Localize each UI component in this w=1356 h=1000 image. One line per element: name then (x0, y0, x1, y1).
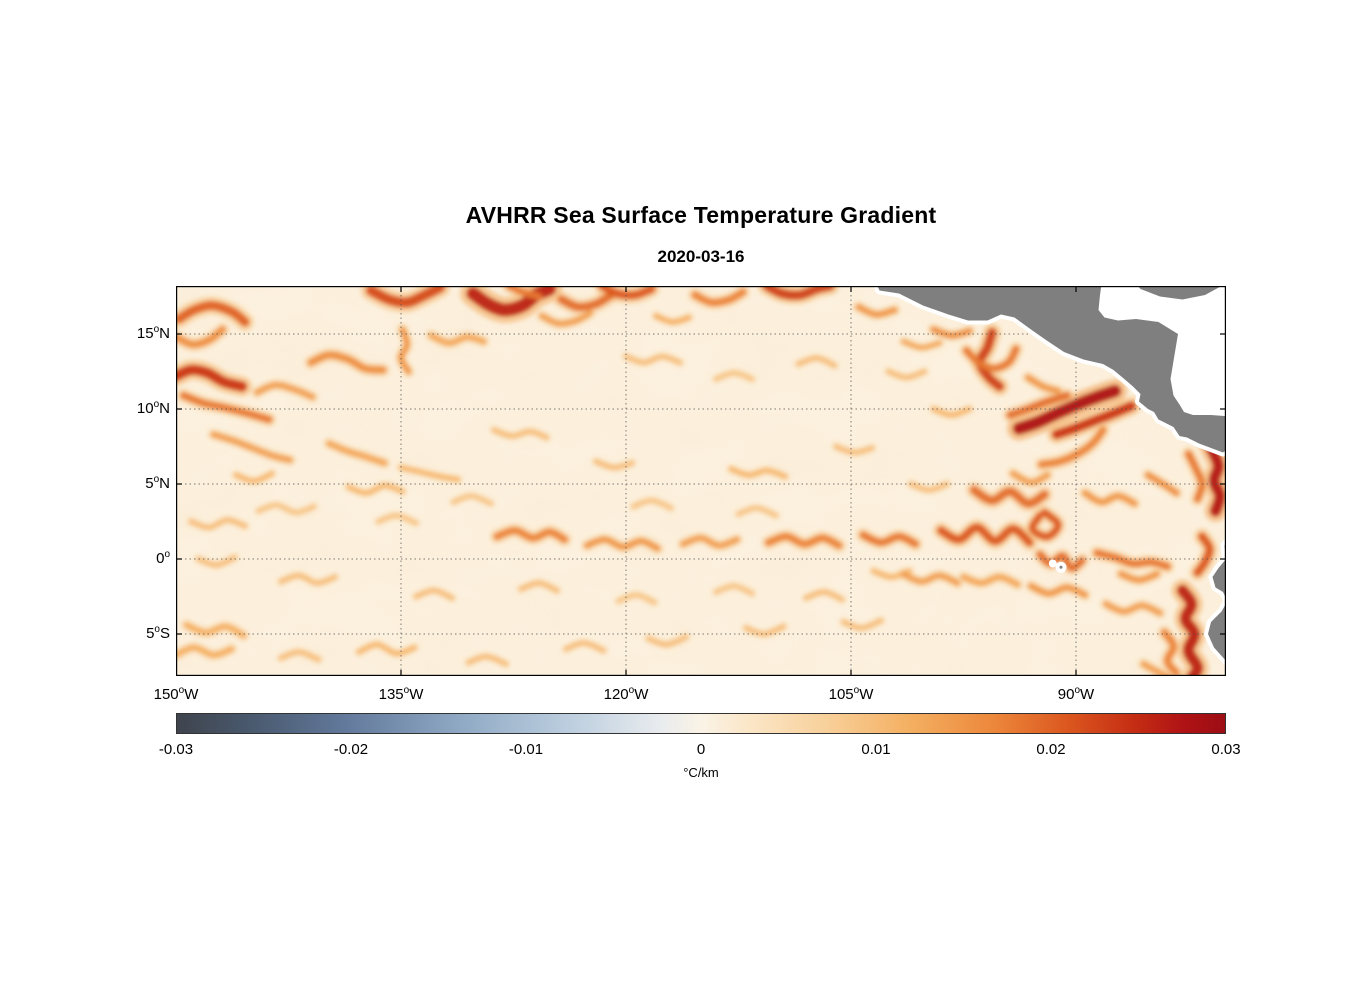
colorbar-tick-label: 0.02 (1036, 741, 1066, 758)
y-axis-tick-label: 0o (156, 549, 170, 568)
caribbean-islands-band (1137, 286, 1222, 300)
colorbar-tick-label: 0.01 (861, 741, 891, 758)
y-axis-tick-label: 5oS (146, 624, 170, 643)
x-axis-tick-label: 105oW (828, 685, 874, 704)
y-axis-tick-label: 5oN (145, 474, 170, 493)
colorbar-tick-label: -0.02 (333, 741, 369, 758)
sst-gradient-map (176, 286, 1226, 676)
colorbar-tick-label: 0.03 (1211, 741, 1241, 758)
x-axis-tick-label: 150oW (153, 685, 199, 704)
axes-frame (176, 286, 1226, 676)
south-america-landmass (1208, 543, 1226, 661)
colorbar-tick-label: -0.03 (158, 741, 194, 758)
colorbar-tick-label: -0.01 (508, 741, 544, 758)
y-axis-tick-label: 10oN (136, 399, 170, 418)
map-plot-area (176, 286, 1226, 676)
cool-mottle (176, 286, 1226, 676)
central-america-landmass (877, 286, 1226, 453)
x-axis-tick-label: 135oW (378, 685, 424, 704)
colorbar (176, 713, 1226, 734)
x-axis-tick-label: 120oW (603, 685, 649, 704)
gradient-fronts (176, 286, 1226, 676)
galapagos-island (1055, 561, 1067, 573)
galapagos-island (1048, 559, 1057, 568)
colorbar-unit-label: °C/km (683, 765, 719, 780)
colorbar-tick-label: 0 (696, 741, 706, 758)
figure-date-subtitle: 2020-03-16 (657, 247, 745, 266)
x-axis-tick-label: 90oW (1057, 685, 1095, 704)
figure-title: AVHRR Sea Surface Temperature Gradient (465, 202, 937, 228)
y-axis-tick-label: 15oN (136, 324, 170, 343)
